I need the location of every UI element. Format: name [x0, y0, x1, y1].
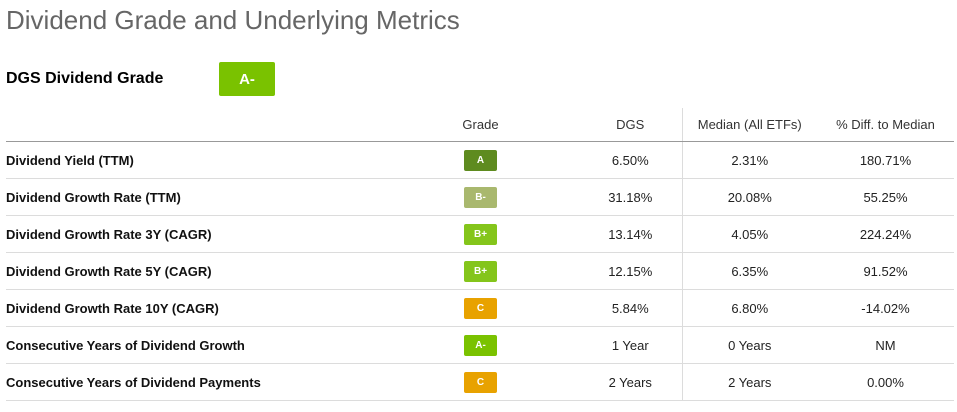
grade-badge: A	[464, 149, 497, 171]
diff-value-cell: 180.71%	[817, 141, 954, 179]
ticker-value-cell: 31.18%	[579, 178, 682, 216]
metric-name-cell: Consecutive Years of Dividend Payments	[6, 363, 382, 401]
grade-badge: A-	[464, 334, 497, 356]
median-value-cell: 4.05%	[681, 215, 817, 253]
median-value-cell: 2 Years	[681, 363, 817, 401]
overall-grade-label: DGS Dividend Grade	[6, 70, 164, 87]
overall-grade-badge: A-	[219, 62, 275, 96]
overall-grade-section: DGS Dividend Grade A-	[6, 62, 275, 96]
dividend-metrics-table: Grade DGS Median (All ETFs) % Diff. to M…	[6, 108, 954, 401]
median-value-cell: 6.80%	[681, 289, 817, 327]
grade-cell: B+	[382, 252, 579, 290]
metric-name-cell: Dividend Growth Rate (TTM)	[6, 178, 382, 216]
ticker-value-cell: 5.84%	[579, 289, 682, 327]
grade-cell: C	[382, 289, 579, 327]
table-header-row: Grade DGS Median (All ETFs) % Diff. to M…	[6, 108, 954, 142]
table-row: Consecutive Years of Dividend Growth A- 1 …	[6, 326, 954, 364]
grade-cell: B-	[382, 178, 579, 216]
ticker-value-cell: 6.50%	[579, 141, 682, 179]
table-row: Dividend Yield (TTM) A 6.50% 2.31% 180.71%	[6, 141, 954, 179]
diff-value-cell: NM	[817, 326, 954, 364]
metric-column-header	[6, 108, 382, 142]
median-value-cell: 6.35%	[681, 252, 817, 290]
table-row: Consecutive Years of Dividend Payments C 2…	[6, 363, 954, 401]
metric-name-cell: Dividend Growth Rate 10Y (CAGR)	[6, 289, 382, 327]
median-column-header: Median (All ETFs)	[681, 108, 817, 142]
diff-value-cell: 91.52%	[817, 252, 954, 290]
grade-cell: C	[382, 363, 579, 401]
page-title: Dividend Grade and Underlying Metrics	[6, 5, 460, 35]
diff-value-cell: 224.24%	[817, 215, 954, 253]
metric-name-cell: Dividend Growth Rate 5Y (CAGR)	[6, 252, 382, 290]
grade-badge: B+	[464, 223, 497, 245]
table-row: Dividend Growth Rate (TTM) B- 31.18% 20.08%…	[6, 178, 954, 216]
grade-cell: B+	[382, 215, 579, 253]
ticker-value-cell: 12.15%	[579, 252, 682, 290]
metric-name-cell: Dividend Growth Rate 3Y (CAGR)	[6, 215, 382, 253]
ticker-value-cell: 13.14%	[579, 215, 682, 253]
ticker-value-cell: 1 Year	[579, 326, 682, 364]
grade-column-header: Grade	[382, 108, 579, 142]
grade-cell: A-	[382, 326, 579, 364]
median-value-cell: 20.08%	[681, 178, 817, 216]
diff-value-cell: 0.00%	[817, 363, 954, 401]
metric-name-cell: Dividend Yield (TTM)	[6, 141, 382, 179]
table-row: Dividend Growth Rate 5Y (CAGR) B+ 12.15% 6.…	[6, 252, 954, 290]
median-value-cell: 2.31%	[681, 141, 817, 179]
metric-name-cell: Consecutive Years of Dividend Growth	[6, 326, 382, 364]
grade-badge: B-	[464, 186, 497, 208]
ticker-column-header: DGS	[579, 108, 682, 142]
grade-badge: C	[464, 371, 497, 393]
table-row: Dividend Growth Rate 3Y (CAGR) B+ 13.14% 4.…	[6, 215, 954, 253]
grade-badge: C	[464, 297, 497, 319]
diff-value-cell: 55.25%	[817, 178, 954, 216]
diff-column-header: % Diff. to Median	[817, 108, 954, 142]
diff-value-cell: -14.02%	[817, 289, 954, 327]
ticker-value-cell: 2 Years	[579, 363, 682, 401]
median-value-cell: 0 Years	[681, 326, 817, 364]
grade-cell: A	[382, 141, 579, 179]
table-row: Dividend Growth Rate 10Y (CAGR) C 5.84% 6.8…	[6, 289, 954, 327]
grade-badge: B+	[464, 260, 497, 282]
